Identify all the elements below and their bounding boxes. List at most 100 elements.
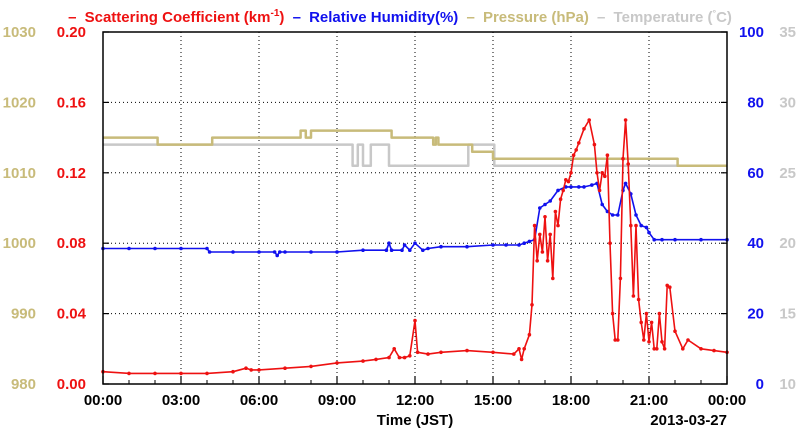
temperature-tick-label: 10 — [779, 376, 796, 393]
x-axis-label: Time (JST) — [377, 412, 453, 429]
pressure-tick-label: 1030 — [3, 24, 36, 41]
temperature-series — [103, 143, 727, 168]
relative-humidity-point — [207, 250, 212, 254]
scattering-coefficient-point — [610, 311, 615, 316]
scattering-coefficient-point — [616, 338, 620, 342]
relative-humidity-point — [543, 202, 547, 207]
scattering-coefficient-point — [335, 361, 339, 365]
scattering-coefficient-point — [408, 354, 412, 358]
scattering-coefficient-point — [556, 223, 560, 228]
relative-humidity-point — [272, 250, 277, 254]
scattering-coefficient-point — [665, 283, 669, 288]
pressure-tick-label: 1000 — [3, 235, 36, 252]
pressure-axis: 980 990 1000 1010 1020 1030 — [3, 24, 36, 393]
pressure-tick-label: 1020 — [3, 94, 36, 111]
scattering-coefficient-point — [652, 347, 656, 351]
scattering-coefficient-point — [392, 347, 397, 351]
scattering-coefficient-point — [551, 276, 555, 281]
relative-humidity-point — [361, 248, 365, 252]
temperature-tick-label: 35 — [779, 24, 796, 41]
temperature-line — [103, 143, 727, 168]
scattering-coefficient-point — [657, 311, 662, 316]
legend-temperature: Temperature ( — [614, 9, 713, 26]
scattering-coefficient-point — [634, 223, 638, 228]
x-tick-label: 09:00 — [318, 392, 356, 409]
legend-scattering: Scattering Coefficient (km — [85, 9, 271, 26]
scattering-coefficient-point — [530, 303, 534, 307]
scattering-coefficient-point — [681, 347, 685, 351]
scattering-coefficient-point — [361, 359, 365, 363]
grid-lines — [103, 32, 727, 384]
legend-dash-temperature: – — [597, 9, 605, 26]
temperature-axis: 10 15 20 25 30 35 — [779, 24, 796, 393]
series-layer — [101, 118, 729, 376]
scattering-coefficient-point — [649, 320, 654, 325]
relative-humidity-point — [275, 253, 280, 258]
scattering-coefficient-point — [465, 348, 469, 353]
pressure-series — [103, 129, 727, 168]
relative-humidity-point — [644, 225, 649, 230]
scattering-coefficient-point — [535, 259, 539, 263]
svg-text:– Scattering Coefficient: – Scattering Coefficient (km-1) – Relati… — [68, 8, 732, 26]
relative-humidity-point — [634, 213, 638, 217]
relative-humidity-point — [652, 237, 656, 242]
scattering-tick-label: 0.08 — [57, 235, 86, 252]
date-label: 2013-03-27 — [650, 412, 727, 429]
relative-humidity-point — [335, 250, 339, 254]
relative-humidity-point — [309, 250, 313, 254]
scattering-coefficient-point — [548, 232, 552, 237]
scattering-coefficient-point — [623, 118, 628, 122]
relative-humidity-point — [600, 202, 604, 207]
scattering-coefficient-point — [571, 153, 576, 157]
legend-dash-pressure: – — [466, 9, 474, 26]
scattering-coefficient-point — [644, 311, 649, 316]
relative-humidity-point — [389, 248, 394, 252]
scattering-coefficient-point — [153, 371, 157, 376]
relative-humidity-point — [384, 248, 389, 252]
relative-humidity-point — [673, 237, 677, 242]
humidity-tick-label: 60 — [747, 165, 764, 182]
relative-humidity-point — [413, 241, 417, 245]
legend-pressure: Pressure (hPa) — [483, 9, 589, 26]
scattering-coefficient-point — [662, 347, 667, 351]
relative-humidity-line — [103, 182, 727, 257]
relative-humidity-point — [179, 246, 183, 251]
x-tick-label: 18:00 — [552, 392, 590, 409]
relative-humidity-point — [439, 244, 443, 249]
scattering-coefficient-point — [527, 332, 532, 337]
relative-humidity-point — [408, 248, 412, 252]
scattering-coefficient-series — [101, 118, 729, 376]
legend-dash-humidity: – — [293, 9, 301, 26]
relative-humidity-point — [387, 241, 391, 245]
scattering-coefficient-point — [387, 355, 391, 360]
scattering-coefficient-point — [543, 215, 547, 219]
scattering-coefficient-point — [415, 350, 420, 355]
x-tick-label: 12:00 — [396, 392, 434, 409]
scattering-coefficient-point — [574, 148, 578, 152]
relative-humidity-point — [517, 243, 521, 247]
scattering-coefficient-point — [561, 188, 565, 193]
scattering-coefficient-point — [673, 329, 677, 334]
scattering-coefficient-point — [597, 188, 602, 193]
relative-humidity-point — [421, 248, 425, 252]
relative-humidity-point — [538, 206, 542, 210]
scattering-coefficient-point — [397, 355, 402, 360]
legend-humidity: Relative Humidity(%) — [309, 9, 458, 26]
relative-humidity-point — [569, 185, 573, 189]
scattering-coefficient-point — [545, 259, 550, 263]
relative-humidity-point — [699, 237, 703, 242]
scattering-coefficient-point — [608, 241, 612, 245]
scattering-coefficient-point — [439, 350, 443, 355]
scattering-coefficient-point — [491, 350, 495, 355]
legend-temperature-degree: ° — [712, 8, 716, 18]
scattering-coefficient-point — [655, 347, 659, 351]
relative-humidity-point — [231, 250, 235, 254]
legend-scattering-sup: -1 — [270, 8, 279, 19]
x-tick-label: 00:00 — [84, 392, 122, 409]
pressure-tick-label: 980 — [11, 376, 36, 393]
relative-humidity-point — [527, 239, 532, 244]
scattering-coefficient-point — [587, 118, 591, 122]
relative-humidity-point — [577, 185, 581, 189]
scattering-coefficient-point — [426, 352, 430, 356]
